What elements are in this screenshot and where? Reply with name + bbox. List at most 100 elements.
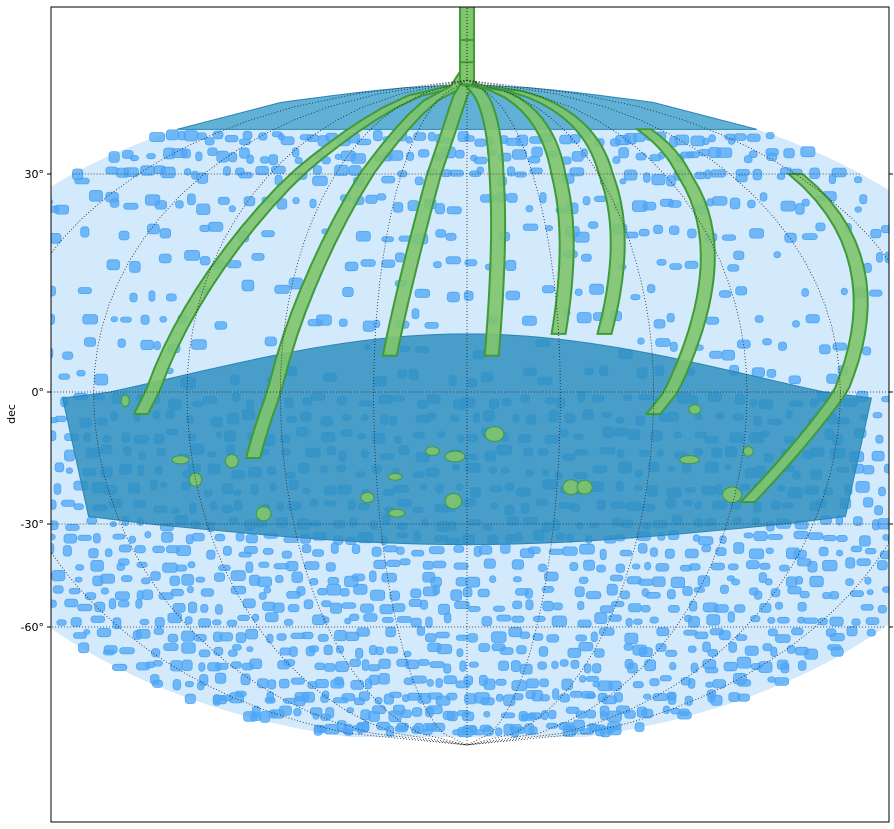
blue-tile-1486	[184, 681, 195, 688]
blue-tile-1380	[866, 628, 876, 637]
blue-tile-1068	[836, 549, 844, 557]
blue-tile-1589	[259, 711, 271, 723]
blue-tile-1306	[425, 616, 433, 628]
blue-tile-1605	[400, 709, 412, 719]
blue-tile-1234	[34, 601, 45, 609]
blue-tile-780	[7, 489, 14, 495]
blue-tile-1196	[317, 588, 329, 596]
blue-tile-287	[251, 252, 265, 261]
blue-tile-57	[746, 133, 761, 142]
blue-tile-1201	[389, 590, 400, 601]
blue-tile-128	[223, 166, 231, 176]
blue-tile-1346	[276, 633, 287, 641]
blue-tile-1342	[219, 632, 233, 642]
blue-tile-290	[381, 259, 396, 268]
blue-tile-1449	[349, 658, 361, 668]
blue-tile-239	[159, 228, 172, 239]
blue-tile-1530	[737, 679, 752, 687]
blue-tile-1415	[623, 643, 634, 651]
blue-tile-1053	[579, 543, 595, 555]
blue-tile-1003	[753, 531, 768, 542]
blue-tile-601	[0, 431, 11, 441]
blue-tile-1062	[733, 542, 745, 554]
blue-tile-1098	[432, 560, 447, 569]
blue-tile-1236	[64, 598, 79, 608]
blue-tile-1541	[283, 697, 297, 704]
blue-tile-1242	[172, 603, 186, 613]
blue-tile-1461	[510, 660, 521, 673]
blue-tile-441	[58, 373, 70, 380]
blue-tile-1373	[735, 634, 748, 641]
blue-tile-1230	[882, 586, 889, 593]
blue-tile-1135	[150, 571, 161, 581]
blue-tile-1125	[0, 576, 4, 586]
blue-tile-30	[463, 135, 475, 142]
blue-tile-648	[875, 434, 884, 444]
blue-tile-219	[711, 196, 728, 206]
blue-tile-1423	[728, 641, 737, 653]
blue-tile-1133	[121, 575, 133, 583]
blue-tile-1278	[775, 601, 783, 610]
blue-tile-40	[569, 134, 581, 144]
blue-tile-260	[653, 224, 663, 235]
blue-tile-321	[129, 292, 138, 303]
blue-tile-367	[315, 314, 332, 326]
blue-tile-1336	[135, 629, 151, 639]
blue-tile-1528	[712, 679, 726, 689]
blue-tile-84	[405, 151, 415, 161]
blue-tile-1004	[767, 534, 784, 540]
y-tick-label-1: 0°	[32, 386, 45, 399]
blue-tile-1033	[243, 546, 258, 555]
blue-tile-1050	[527, 546, 541, 554]
blue-tile-1161	[638, 578, 654, 586]
blue-tile-1512	[495, 678, 507, 686]
blue-tile-1206	[462, 587, 473, 598]
blue-tile-528	[881, 396, 889, 403]
blue-tile-1424	[744, 645, 759, 656]
blue-tile-1492	[267, 679, 277, 690]
blue-tile-8	[242, 130, 253, 140]
blue-tile-1043	[411, 549, 425, 557]
blue-tile-304	[733, 250, 745, 261]
blue-tile-1368	[656, 627, 670, 637]
blue-tile-75	[294, 156, 303, 164]
blue-tile-1375	[775, 634, 791, 643]
blue-tile-443	[94, 373, 109, 386]
meridian--90	[186, 7, 468, 746]
blue-tile-112	[748, 150, 758, 158]
green-patch-10	[388, 508, 406, 518]
blue-tile-406	[191, 339, 207, 350]
blue-tile-403	[140, 339, 155, 350]
blue-tile-1245	[215, 604, 223, 615]
blue-tile-1663	[495, 727, 503, 737]
blue-tile-359	[82, 314, 99, 325]
blue-tile-173	[853, 176, 863, 184]
blue-tile-1402	[386, 646, 399, 654]
blue-tile-1678	[579, 728, 595, 735]
blue-tile-1548	[341, 693, 356, 702]
blue-tile-1550	[358, 691, 370, 702]
blue-tile-302	[684, 260, 699, 269]
blue-tile-720	[0, 463, 6, 474]
blue-tile-1260	[454, 600, 470, 609]
blue-tile-159	[666, 175, 676, 187]
blue-tile-1396	[308, 645, 319, 653]
blue-tile-1129	[51, 570, 66, 582]
blue-tile-1060	[701, 544, 712, 553]
blue-tile-230	[891, 196, 894, 201]
blue-tile-663	[43, 448, 49, 455]
blue-tile-1143	[275, 575, 284, 584]
blue-tile-1493	[278, 678, 290, 689]
blue-tile-1388	[198, 649, 211, 658]
blue-tile-221	[747, 199, 756, 209]
blue-tile-1061	[715, 547, 727, 556]
blue-tile-339	[718, 290, 732, 298]
blue-tile-1063	[749, 548, 765, 560]
blue-tile-1238	[94, 601, 106, 613]
blue-tile-1283	[56, 619, 67, 626]
blue-tile-1198	[339, 588, 350, 597]
blue-tile-1271	[641, 605, 651, 613]
blue-tile-141	[397, 170, 408, 178]
blue-tile-20	[356, 138, 372, 146]
blue-tile-90	[473, 156, 488, 165]
